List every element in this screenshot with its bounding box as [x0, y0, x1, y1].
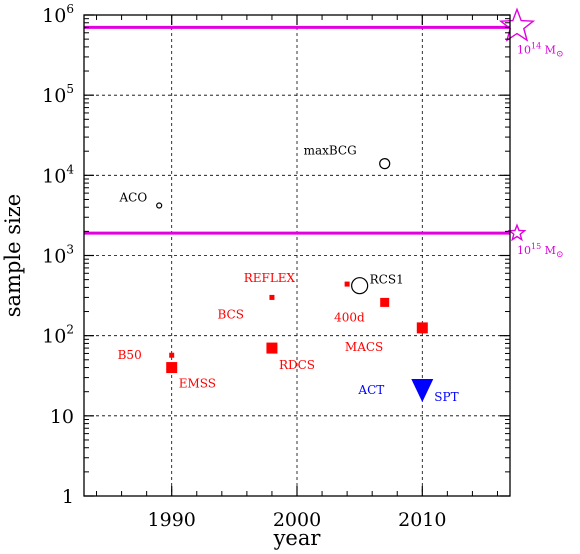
y-tick-label: 105	[42, 82, 74, 107]
label-aco: ACO	[118, 191, 147, 205]
data-points: ACO maxBCG RCS1 REFLEX 400d BCS MACS RDCS B50 EMS…	[118, 144, 459, 404]
point-rdcs	[266, 342, 278, 354]
label-b50: B50	[118, 348, 142, 362]
reference-mass-label: 1015 M⊙	[517, 242, 564, 260]
point-maxbcg	[379, 158, 391, 170]
reference-star-small	[507, 223, 527, 242]
label-macs: MACS	[345, 340, 383, 354]
reference-star-large	[498, 7, 536, 42]
reference-mass-label: 1014 M⊙	[517, 41, 564, 59]
y-tick-label: 1	[62, 486, 74, 508]
point-reflex	[344, 281, 350, 287]
point-bcs	[269, 294, 275, 300]
point-macs	[416, 322, 428, 334]
x-axis-title: year	[273, 526, 322, 550]
axis-ticks: 1990 2000 2010 1 10 102 103 104 105 106	[42, 2, 510, 531]
label-rdcs: RDCS	[279, 358, 315, 372]
label-400d: 400d	[334, 310, 365, 324]
y-axis-title: sample size	[1, 194, 25, 317]
label-rcs1: RCS1	[370, 273, 404, 287]
point-rcs1	[351, 277, 369, 295]
reference-lines: 1014 M⊙ 1015 M⊙	[84, 7, 564, 260]
point-aco	[156, 202, 163, 209]
y-tick-label: 106	[42, 2, 74, 27]
label-reflex: REFLEX	[244, 271, 296, 285]
x-tick-label: 1990	[148, 509, 196, 531]
point-act	[411, 379, 434, 403]
label-act: ACT	[357, 383, 384, 397]
point-b50	[169, 352, 175, 358]
y-tick-label: 104	[42, 162, 74, 187]
y-tick-label: 103	[42, 243, 74, 268]
label-maxbcg: maxBCG	[304, 144, 357, 158]
label-bcs: BCS	[217, 307, 243, 321]
point-emss	[166, 362, 178, 374]
x-tick-label: 2000	[273, 509, 321, 531]
point-400d	[380, 297, 390, 307]
x-tick-label: 2010	[398, 509, 446, 531]
label-spt: SPT	[434, 390, 458, 404]
grid	[84, 15, 510, 496]
label-emss: EMSS	[179, 377, 216, 391]
y-tick-label: 10	[50, 406, 74, 428]
y-tick-label: 102	[42, 323, 74, 348]
